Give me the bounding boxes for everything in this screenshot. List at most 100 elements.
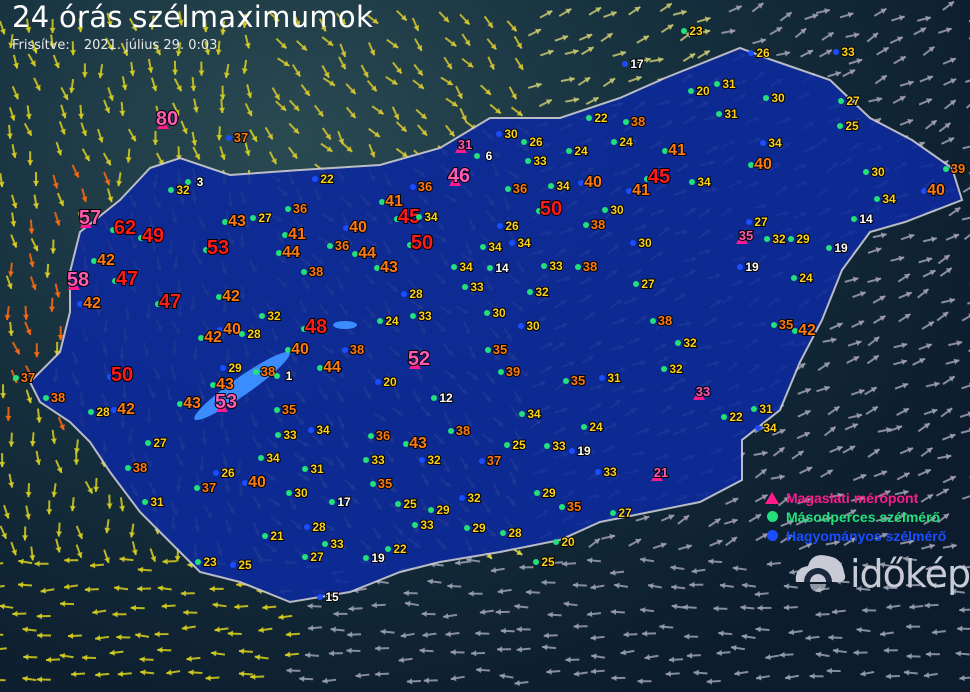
station[interactable]: 31 <box>599 370 622 386</box>
station[interactable]: 32 <box>527 284 550 300</box>
station[interactable]: 57 <box>78 206 102 230</box>
station[interactable]: 28 <box>500 525 523 541</box>
station[interactable]: 38 <box>650 312 673 329</box>
station[interactable]: 25 <box>837 118 860 134</box>
station[interactable]: 50 <box>407 231 434 255</box>
station[interactable]: 38 <box>623 113 646 130</box>
station[interactable]: 27 <box>633 276 656 292</box>
station[interactable]: 32 <box>675 335 698 351</box>
station[interactable]: 22 <box>721 409 744 425</box>
station[interactable]: 40 <box>578 173 603 192</box>
station[interactable]: 33 <box>525 153 548 169</box>
station[interactable]: 35 <box>370 475 393 492</box>
station[interactable]: 27 <box>610 505 633 521</box>
station[interactable]: 19 <box>737 259 760 275</box>
station[interactable]: 33 <box>462 279 485 295</box>
station[interactable]: 29 <box>534 485 557 501</box>
station[interactable]: 26 <box>521 134 544 150</box>
station[interactable]: 32 <box>661 361 684 377</box>
station[interactable]: 23 <box>195 554 218 570</box>
station[interactable]: 40 <box>242 473 267 492</box>
station[interactable]: 3 <box>185 174 205 190</box>
station[interactable]: 42 <box>111 400 136 419</box>
station[interactable]: 34 <box>509 235 532 251</box>
station[interactable]: 33 <box>412 517 435 533</box>
station[interactable]: 41 <box>662 141 687 160</box>
station[interactable]: 37 <box>13 369 36 386</box>
station[interactable]: 27 <box>302 549 325 565</box>
station[interactable]: 19 <box>363 550 386 566</box>
station[interactable]: 28 <box>401 286 424 302</box>
station[interactable]: 49 <box>138 224 165 248</box>
station[interactable]: 27 <box>746 214 769 230</box>
station[interactable]: 38 <box>301 263 324 280</box>
station[interactable]: 30 <box>863 164 886 180</box>
station[interactable]: 40 <box>285 340 310 359</box>
station[interactable]: 42 <box>216 287 241 306</box>
station[interactable]: 34 <box>416 209 439 225</box>
station[interactable]: 33 <box>410 308 433 324</box>
station[interactable]: 30 <box>484 305 507 321</box>
station[interactable]: 20 <box>375 374 398 390</box>
station[interactable]: 30 <box>602 202 625 218</box>
station[interactable]: 31 <box>142 494 165 510</box>
station[interactable]: 38 <box>125 459 148 476</box>
station[interactable]: 24 <box>611 134 634 150</box>
station[interactable]: 34 <box>760 135 783 151</box>
station[interactable]: 24 <box>377 313 400 329</box>
station[interactable]: 20 <box>553 534 576 550</box>
station[interactable]: 35 <box>559 498 582 515</box>
station[interactable]: 24 <box>566 143 589 159</box>
station[interactable]: 33 <box>833 44 856 60</box>
station[interactable]: 34 <box>480 239 503 255</box>
station[interactable]: 38 <box>575 258 598 275</box>
station[interactable]: 34 <box>451 259 474 275</box>
station[interactable]: 58 <box>66 268 90 292</box>
station[interactable]: 36 <box>327 237 350 254</box>
station[interactable]: 27 <box>250 210 273 226</box>
station[interactable]: 26 <box>748 45 771 61</box>
station[interactable]: 28 <box>304 519 327 535</box>
station[interactable]: 38 <box>342 341 365 358</box>
station[interactable]: 43 <box>210 375 235 394</box>
station[interactable]: 33 <box>541 258 564 274</box>
station[interactable]: 21 <box>262 528 285 544</box>
station[interactable]: 25 <box>533 554 556 570</box>
station[interactable]: 36 <box>285 200 308 217</box>
station[interactable]: 27 <box>838 93 861 109</box>
station[interactable]: 36 <box>505 180 528 197</box>
station[interactable]: 35 <box>736 227 754 244</box>
station[interactable]: 50 <box>107 363 134 387</box>
station[interactable]: 35 <box>771 316 794 333</box>
station[interactable]: 33 <box>595 464 618 480</box>
station[interactable]: 22 <box>385 541 408 557</box>
station[interactable]: 33 <box>275 427 298 443</box>
station[interactable]: 31 <box>716 106 739 122</box>
station[interactable]: 40 <box>748 155 773 174</box>
station[interactable]: 1 <box>274 368 294 384</box>
station[interactable]: 38 <box>583 216 606 233</box>
station[interactable]: 31 <box>455 136 473 153</box>
station[interactable]: 15 <box>317 589 340 605</box>
station[interactable]: 30 <box>286 485 309 501</box>
station[interactable]: 47 <box>112 267 139 291</box>
station[interactable]: 44 <box>317 358 342 377</box>
station[interactable]: 14 <box>487 260 510 276</box>
station[interactable]: 44 <box>352 244 377 263</box>
station[interactable]: 31 <box>751 401 774 417</box>
station[interactable]: 30 <box>518 318 541 334</box>
station[interactable]: 32 <box>419 452 442 468</box>
station[interactable]: 19 <box>826 240 849 256</box>
station[interactable]: 32 <box>168 182 191 198</box>
station[interactable]: 39 <box>498 363 521 380</box>
station[interactable]: 42 <box>77 294 102 313</box>
station[interactable]: 45 <box>644 165 671 189</box>
station[interactable]: 25 <box>504 437 527 453</box>
station[interactable]: 19 <box>569 443 592 459</box>
station[interactable]: 34 <box>548 178 571 194</box>
station[interactable]: 40 <box>343 218 368 237</box>
station[interactable]: 29 <box>428 502 451 518</box>
station[interactable]: 34 <box>874 191 897 207</box>
station[interactable]: 17 <box>329 494 352 510</box>
station[interactable]: 34 <box>755 420 778 436</box>
